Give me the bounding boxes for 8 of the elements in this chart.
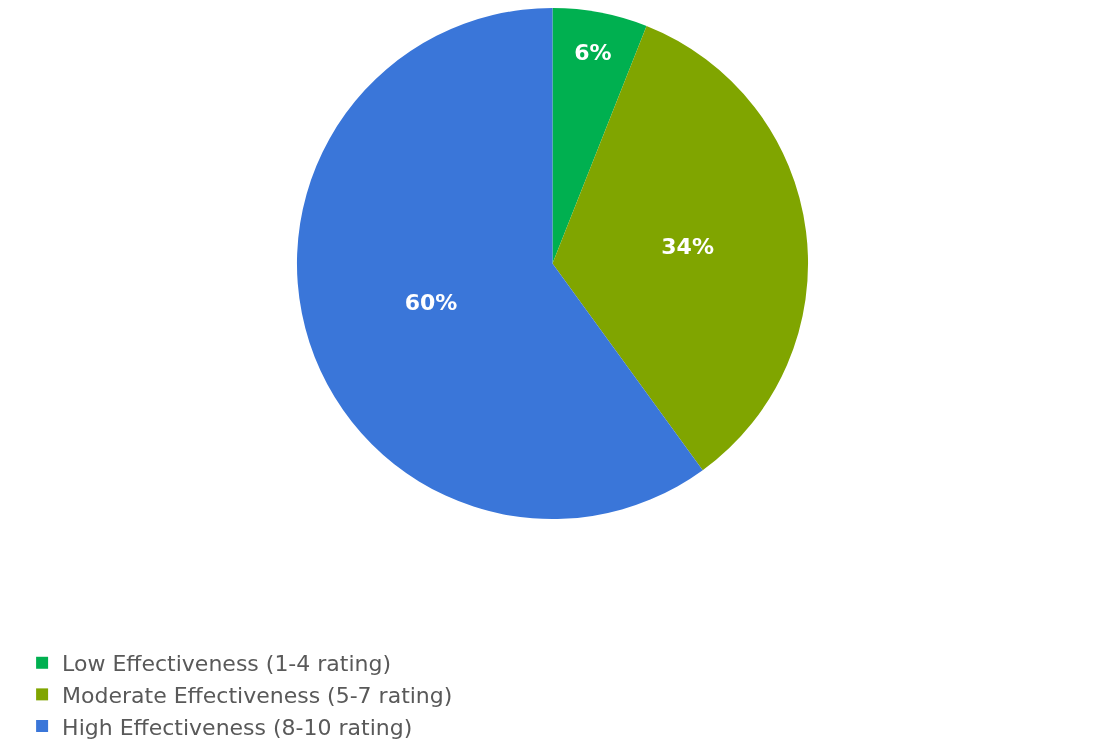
- data-label: 60%: [404, 290, 458, 316]
- data-label: 34%: [661, 233, 714, 259]
- pie-slice: [552, 7, 647, 264]
- data-label: 6%: [574, 39, 612, 65]
- legend-label: Low Effectiveness (1-4 rating): [62, 651, 392, 677]
- legend-label: Moderate Effectiveness (5-7 rating): [62, 682, 453, 708]
- legend-label: High Effectiveness (8-10 rating): [62, 714, 413, 740]
- pie-slice: [552, 25, 808, 471]
